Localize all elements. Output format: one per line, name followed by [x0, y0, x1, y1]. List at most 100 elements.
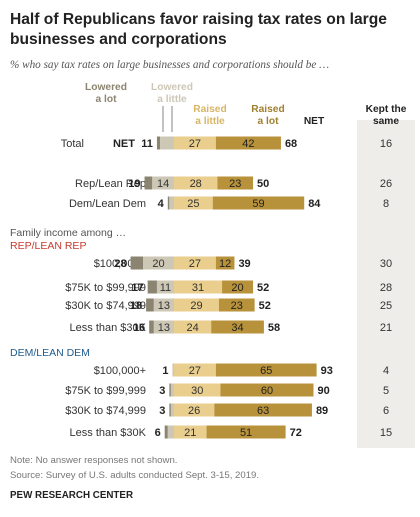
- kept-same-value: 8: [383, 198, 389, 210]
- row-4: $75K to $99,999 11 31 20 17 52 28: [65, 280, 392, 294]
- net-raised: 58: [268, 322, 280, 334]
- kept-same-value: 21: [380, 322, 392, 334]
- row-label: $75K to $99,999: [65, 385, 146, 397]
- kept-same-value: 4: [383, 365, 389, 377]
- kept-same-value: 15: [380, 427, 392, 439]
- net-raised: 68: [285, 138, 297, 150]
- net-raised: 50: [257, 178, 269, 190]
- section-label-rep: REP/LEAN REP: [10, 240, 86, 252]
- label-raised-a-little: 27: [189, 258, 201, 270]
- chart-subtitle: % who say tax rates on large businesses …: [10, 59, 329, 71]
- bar-raised-a-little: [174, 256, 216, 270]
- bar-lowered-a-lot: [130, 256, 143, 270]
- bar-raised-a-little: [174, 363, 216, 377]
- label-raised-a-little: 27: [189, 138, 201, 150]
- bar-raised-a-lot: [211, 320, 264, 334]
- footer-org: PEW RESEARCH CENTER: [10, 490, 133, 501]
- label-lowered-a-little: 13: [158, 300, 170, 312]
- row-0: Total 27 42 11 NET 68 16: [61, 136, 392, 150]
- row-label: $30K to $74,999: [65, 405, 146, 417]
- kept-same-column-background: [357, 120, 415, 448]
- bar-raised-a-little: [174, 196, 213, 210]
- chart-title-line-2: businesses and corporations: [10, 31, 227, 48]
- bar-lowered-a-lot: [144, 176, 153, 190]
- header-kept-same-line-2: same: [373, 116, 399, 127]
- label-raised-a-little: 25: [187, 198, 199, 210]
- kept-same-value: 25: [380, 300, 392, 312]
- bar-raised-a-little: [174, 425, 207, 439]
- bar-raised-a-little: [174, 176, 218, 190]
- bar-lowered-a-little: [153, 298, 174, 312]
- label-raised-a-little: 21: [184, 427, 196, 439]
- header-raised-a-lot-line-2: a lot: [258, 116, 280, 127]
- net-lowered: 11: [141, 138, 153, 150]
- bar-lowered-a-little: [156, 280, 174, 294]
- kept-same-value: 28: [380, 282, 392, 294]
- label-raised-a-lot: 12: [219, 258, 231, 270]
- bar-raised-a-little: [174, 136, 216, 150]
- net-raised: 52: [259, 300, 271, 312]
- label-raised-a-lot: 20: [231, 282, 243, 294]
- net-lowered: 16: [133, 322, 145, 334]
- header-lowered-a-lot-line-2: a lot: [96, 94, 118, 105]
- bar-lowered-a-little: [170, 403, 174, 417]
- bar-lowered-a-lot: [167, 196, 170, 210]
- bar-raised-a-lot: [215, 256, 235, 270]
- row-2: Dem/Lean Dem 25 59 4 84 8: [69, 196, 389, 210]
- bar-lowered-a-lot: [156, 136, 161, 150]
- header-kept-same-line-1: Kept the: [366, 104, 407, 115]
- label-raised-a-little: 31: [192, 282, 204, 294]
- row-label: $100,000+: [94, 365, 146, 377]
- bar-raised-a-lot: [215, 363, 317, 377]
- label-raised-a-lot: 51: [240, 427, 252, 439]
- bar-lowered-a-little: [152, 176, 174, 190]
- bar-lowered-a-little: [160, 136, 174, 150]
- net-lowered: 28: [114, 258, 126, 270]
- label-lowered-a-little: 13: [158, 322, 170, 334]
- net-lowered: 3: [159, 385, 165, 397]
- bar-raised-a-little: [174, 280, 223, 294]
- label-raised-a-little: 28: [190, 178, 202, 190]
- row-label: $75K to $99,999: [65, 282, 146, 294]
- label-raised-a-lot: 23: [231, 300, 243, 312]
- row-label: Less than $30K: [70, 427, 147, 439]
- bar-lowered-a-lot: [149, 320, 154, 334]
- bar-raised-a-lot: [212, 196, 305, 210]
- net-lowered: 19: [128, 178, 140, 190]
- row-7: $100,000+ 27 65 1 93 4: [94, 363, 389, 377]
- header-raised-a-little-line-2: a little: [195, 116, 225, 127]
- bar-lowered-a-lot: [147, 280, 157, 294]
- kept-same-value: 5: [383, 385, 389, 397]
- row-5: $30K to $74,999 13 29 23 18 52 25: [65, 298, 392, 312]
- bar-lowered-a-little: [153, 320, 174, 334]
- bar-lowered-a-little: [170, 383, 174, 397]
- header-raised-a-little-line-1: Raised: [193, 104, 226, 115]
- header-lowered-a-little-line-2: a little: [157, 94, 187, 105]
- bar-raised-a-little: [174, 383, 221, 397]
- label-raised-a-lot: 65: [260, 365, 272, 377]
- bar-lowered-a-little: [143, 256, 174, 270]
- kept-same-value: 30: [380, 258, 392, 270]
- label-raised-a-little: 26: [188, 405, 200, 417]
- row-label: Dem/Lean Dem: [69, 198, 146, 210]
- label-raised-a-lot: 60: [261, 385, 273, 397]
- bar-lowered-a-little: [169, 196, 174, 210]
- bar-lowered-a-little: [167, 425, 174, 439]
- bar-raised-a-lot: [218, 298, 255, 312]
- label-raised-a-little: 30: [191, 385, 203, 397]
- bar-lowered-a-little: [172, 363, 174, 377]
- net-raised: 84: [308, 198, 321, 210]
- net-raised: 72: [290, 427, 302, 439]
- bar-raised-a-little: [174, 320, 212, 334]
- kept-same-value: 26: [380, 178, 392, 190]
- net-raised: 90: [318, 385, 330, 397]
- section-label-dem: DEM/LEAN DEM: [10, 347, 90, 359]
- label-raised-a-lot: 63: [257, 405, 269, 417]
- bar-raised-a-lot: [220, 383, 314, 397]
- label-raised-a-lot: 59: [252, 198, 264, 210]
- footer-note: Note: No answer responses not shown.: [10, 455, 177, 466]
- row-6: Less than $30K 13 24 34 16 58 21: [70, 320, 392, 334]
- section-label-family-income: Family income among …: [10, 227, 126, 239]
